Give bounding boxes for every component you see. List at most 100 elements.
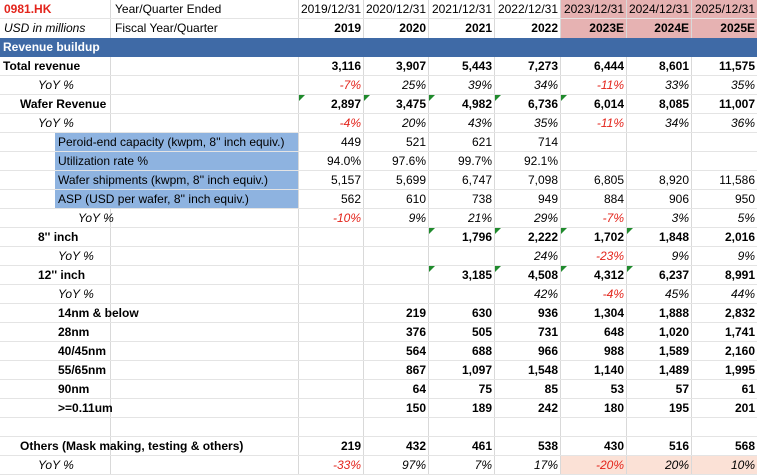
value-cell[interactable] [298,266,361,285]
comment-indicator[interactable] [429,228,435,234]
value-cell[interactable] [626,418,689,437]
value-cell[interactable]: 11,586 [691,171,755,190]
value-cell[interactable]: 35% [691,76,755,95]
value-cell[interactable]: 10% [691,456,755,475]
value-cell[interactable]: 568 [691,437,755,456]
value-cell[interactable] [560,152,624,171]
value-cell[interactable]: 867 [363,361,426,380]
date-cell[interactable]: 2019/12/31 [298,0,361,19]
value-cell[interactable]: 24% [494,247,558,266]
date-cell[interactable]: 2020/12/31 [363,0,426,19]
value-cell[interactable]: 39% [428,76,492,95]
value-cell[interactable]: -11% [560,76,624,95]
value-cell[interactable] [298,323,361,342]
value-cell[interactable]: 20% [363,114,426,133]
value-cell[interactable]: 1,489 [626,361,689,380]
value-cell[interactable]: 3,185 [428,266,492,285]
value-cell[interactable]: 45% [626,285,689,304]
value-cell[interactable]: 35% [494,114,558,133]
value-cell[interactable]: 92.1% [494,152,558,171]
value-cell[interactable]: 1,796 [428,228,492,247]
value-cell[interactable]: 4,312 [560,266,624,285]
value-cell[interactable]: 9% [363,209,426,228]
row-label[interactable]: Utilization rate % [58,152,296,171]
value-cell[interactable]: 97.6% [363,152,426,171]
row-label[interactable]: ASP (USD per wafer, 8'' inch equiv.) [58,190,296,209]
value-cell[interactable]: 966 [494,342,558,361]
value-cell[interactable]: 738 [428,190,492,209]
value-cell[interactable]: 195 [626,399,689,418]
value-cell[interactable] [560,133,624,152]
value-cell[interactable]: 99.7% [428,152,492,171]
row-label[interactable]: YoY % [38,76,296,95]
value-cell[interactable]: 3,907 [363,57,426,76]
value-cell[interactable]: 8,920 [626,171,689,190]
value-cell[interactable]: -7% [298,76,361,95]
comment-indicator[interactable] [627,228,633,234]
value-cell[interactable] [626,133,689,152]
value-cell[interactable]: 648 [560,323,624,342]
value-cell[interactable] [298,399,361,418]
value-cell[interactable] [428,285,492,304]
value-cell[interactable]: -33% [298,456,361,475]
value-cell[interactable]: 562 [298,190,361,209]
value-cell[interactable] [363,247,426,266]
value-cell[interactable]: 43% [428,114,492,133]
value-cell[interactable]: 57 [626,380,689,399]
row-label[interactable]: YoY % [38,456,296,475]
date-cell[interactable]: 2023/12/31 [560,0,624,19]
value-cell[interactable]: 34% [494,76,558,95]
value-cell[interactable]: 85 [494,380,558,399]
comment-indicator[interactable] [429,266,435,272]
value-cell[interactable]: 219 [298,437,361,456]
comment-indicator[interactable] [627,266,633,272]
value-cell[interactable] [298,361,361,380]
comment-indicator[interactable] [561,266,567,272]
value-cell[interactable]: 11,007 [691,95,755,114]
year-cell[interactable]: 2023E [560,19,624,38]
value-cell[interactable]: 1,702 [560,228,624,247]
value-cell[interactable]: 1,548 [494,361,558,380]
year-cell[interactable]: 2024E [626,19,689,38]
value-cell[interactable]: 9% [691,247,755,266]
value-cell[interactable]: -10% [298,209,361,228]
value-cell[interactable]: 5,157 [298,171,361,190]
value-cell[interactable] [363,418,426,437]
value-cell[interactable]: 2,160 [691,342,755,361]
value-cell[interactable]: -20% [560,456,624,475]
value-cell[interactable]: 6,014 [560,95,624,114]
value-cell[interactable]: 1,140 [560,361,624,380]
value-cell[interactable]: 516 [626,437,689,456]
value-cell[interactable]: 17% [494,456,558,475]
value-cell[interactable]: 6,237 [626,266,689,285]
row-label[interactable]: 55/65nm [58,361,296,380]
value-cell[interactable]: -4% [298,114,361,133]
value-cell[interactable]: 6,736 [494,95,558,114]
value-cell[interactable]: 150 [363,399,426,418]
row-label[interactable]: Wafer Revenue [20,95,296,114]
value-cell[interactable]: 8,601 [626,57,689,76]
value-cell[interactable]: 949 [494,190,558,209]
value-cell[interactable]: 7,273 [494,57,558,76]
value-cell[interactable]: 1,020 [626,323,689,342]
value-cell[interactable] [363,285,426,304]
value-cell[interactable]: 8,085 [626,95,689,114]
value-cell[interactable] [494,418,558,437]
value-cell[interactable] [428,247,492,266]
value-cell[interactable]: 219 [363,304,426,323]
comment-indicator[interactable] [429,95,435,101]
value-cell[interactable]: 42% [494,285,558,304]
value-cell[interactable] [363,266,426,285]
value-cell[interactable]: 33% [626,76,689,95]
year-cell[interactable]: 2020 [363,19,426,38]
value-cell[interactable]: 3% [626,209,689,228]
value-cell[interactable]: 1,589 [626,342,689,361]
value-cell[interactable]: 21% [428,209,492,228]
value-cell[interactable]: 714 [494,133,558,152]
value-cell[interactable]: -23% [560,247,624,266]
year-cell[interactable]: 2022 [494,19,558,38]
value-cell[interactable]: 64 [363,380,426,399]
value-cell[interactable]: 1,741 [691,323,755,342]
value-cell[interactable]: 376 [363,323,426,342]
value-cell[interactable]: 7,098 [494,171,558,190]
